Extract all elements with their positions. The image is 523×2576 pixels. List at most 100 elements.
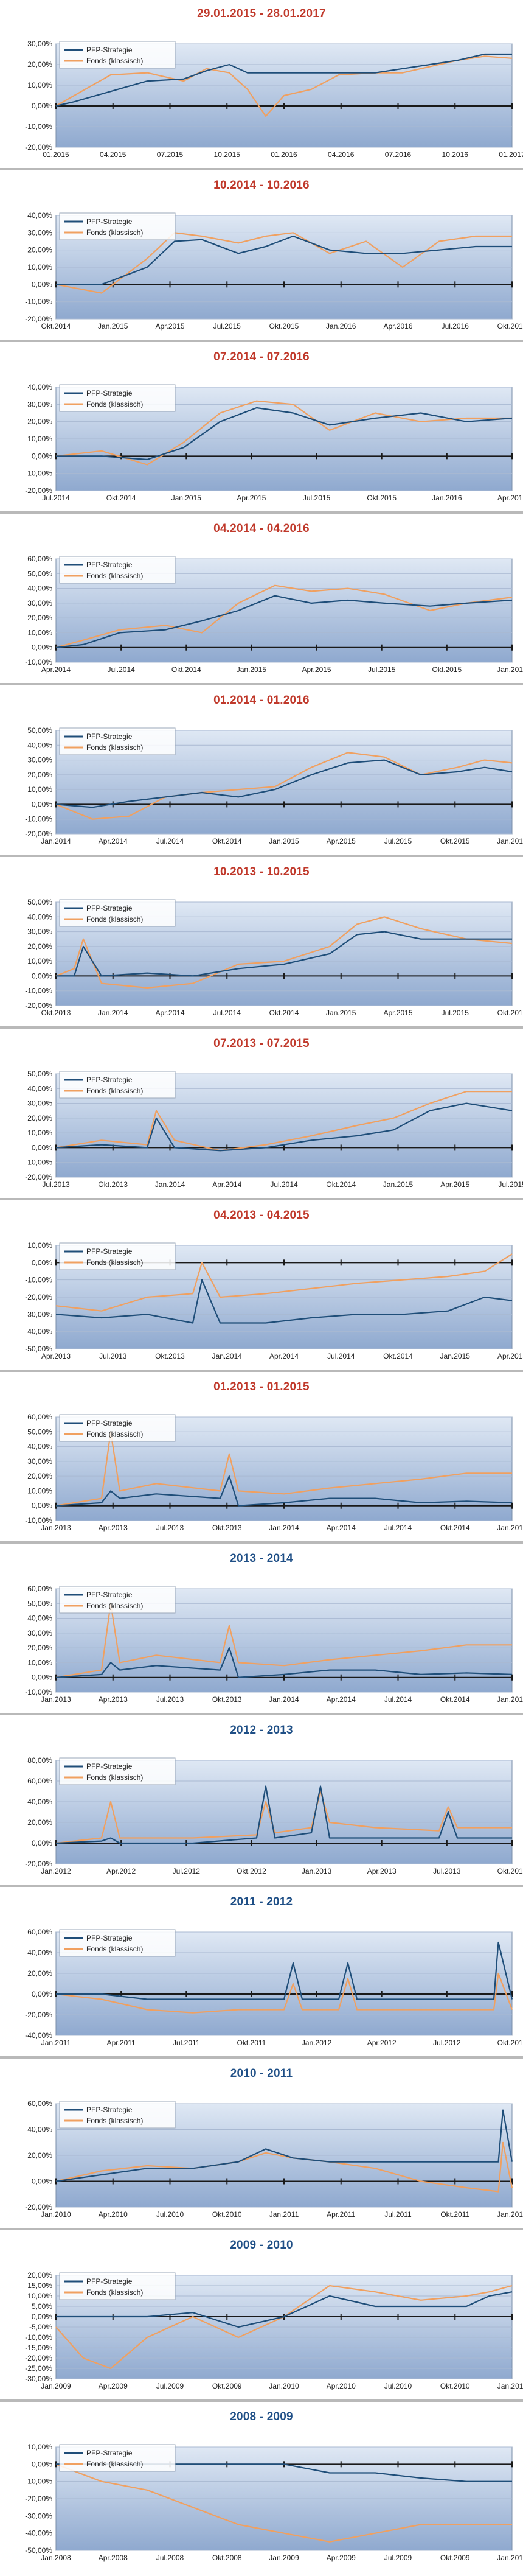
x-tick-label: Jan.2015 bbox=[171, 494, 202, 502]
y-tick-label: -10,00% bbox=[25, 1158, 52, 1167]
x-tick-label: Apr.2013 bbox=[99, 1524, 128, 1532]
line-chart: 20,00%15,00% 10,00% 5,00%0,00% -5,00% -10,00… bbox=[25, 2271, 523, 2390]
x-tick-label: Jan.2015 bbox=[497, 1524, 523, 1532]
legend-label-fund: Fonds (klassisch) bbox=[86, 57, 143, 65]
chart-title: 2009 - 2010 bbox=[230, 2239, 293, 2252]
legend bbox=[59, 41, 176, 69]
x-tick-label: Apr.2013 bbox=[41, 1352, 71, 1360]
legend bbox=[59, 2101, 176, 2129]
legend-label-fund: Fonds (klassisch) bbox=[86, 400, 143, 408]
section-separator bbox=[0, 1541, 523, 1544]
y-tick-label: 20,00% bbox=[27, 1969, 52, 1978]
legend-label-fund: Fonds (klassisch) bbox=[86, 2288, 143, 2297]
legend bbox=[59, 2444, 176, 2472]
y-tick-label: 0,00% bbox=[32, 2460, 52, 2468]
y-tick-label: 60,00% bbox=[27, 1777, 52, 1785]
x-tick-label: Jan.2016 bbox=[326, 322, 356, 331]
chart-title: 2013 - 2014 bbox=[230, 1552, 293, 1565]
series-line-strategy bbox=[56, 1941, 513, 2000]
x-tick-label: Apr.2016 bbox=[497, 494, 523, 502]
line-chart: 40,00% 30,00% 20,00% 10,00% 0,00% -10,00% -20,… bbox=[25, 211, 523, 331]
chart-title: 29.01.2015 - 28.01.2017 bbox=[197, 7, 326, 20]
x-tick-label: Apr.2013 bbox=[367, 1867, 397, 1875]
y-tick-label: 40,00% bbox=[27, 1614, 52, 1623]
chart-panel: 07.2013 - 07.2015 50,00% 40,00% 30,00% 20,00… bbox=[0, 1030, 523, 1202]
y-tick-label: -10,00% bbox=[25, 815, 52, 824]
section-separator bbox=[0, 683, 523, 685]
x-tick-label: Apr.2015 bbox=[327, 837, 356, 845]
x-tick-label: Jul.2014 bbox=[213, 1009, 241, 1017]
y-tick-label: 0,00% bbox=[32, 102, 52, 110]
y-tick-label: 0,00% bbox=[32, 2312, 52, 2321]
x-tick-label: Jul.2015 bbox=[303, 494, 331, 502]
y-tick-label: -10,00% bbox=[25, 469, 52, 478]
y-tick-label: -10,00% bbox=[25, 298, 52, 306]
x-tick-label: Jul.2014 bbox=[270, 1180, 298, 1189]
line-chart: 60,00% 50,00% 40,00% 30,00% 20,00% 10,00% 0,00… bbox=[25, 1584, 523, 1704]
legend bbox=[59, 1586, 176, 1614]
x-tick-label: Jan.2008 bbox=[41, 2553, 71, 2562]
y-tick-label: -10,00% bbox=[25, 1516, 52, 1525]
line-chart: 30,00%20,00%10,00%0,00%-10,00%-20,00%01.… bbox=[25, 40, 523, 159]
legend-label-strategy: PFP-Strategie bbox=[86, 2277, 133, 2286]
x-tick-label: 07.2016 bbox=[385, 150, 412, 159]
y-tick-label: 10,00% bbox=[27, 628, 52, 637]
series-line-strategy bbox=[55, 595, 513, 648]
y-tick-label: 10,00% bbox=[27, 2292, 52, 2300]
x-tick-label: Okt.2014 bbox=[106, 494, 136, 502]
x-tick-label: Okt.2013 bbox=[98, 1180, 128, 1189]
section-separator bbox=[0, 340, 523, 342]
x-tick-label: Okt.2009 bbox=[212, 2382, 242, 2390]
y-tick-label: 40,00% bbox=[27, 584, 52, 593]
y-tick-label: -20,00% bbox=[25, 143, 52, 152]
x-tick-label: Okt.2014 bbox=[326, 1180, 356, 1189]
chart-panel: 01.2014 - 01.2016 50,00% 40,00% 30,00% 20,00… bbox=[0, 687, 523, 858]
x-tick-label: Okt.2015 bbox=[367, 494, 397, 502]
chart-panel: 2008 - 2009 10,00% 0,00% -10,00% -20,00% -30,… bbox=[0, 2403, 523, 2575]
legend bbox=[59, 1071, 176, 1099]
legend bbox=[59, 2272, 176, 2300]
x-tick-label: Jan.2012 bbox=[497, 2210, 523, 2219]
x-tick-label: Jul.2013 bbox=[156, 1524, 184, 1532]
line-chart: 80,00%60,00%40,00%20,00%0,00%-20,00%Jan.… bbox=[25, 1756, 523, 1875]
x-tick-label: Jan.2015 bbox=[383, 1180, 414, 1189]
legend-label-fund: Fonds (klassisch) bbox=[86, 228, 143, 237]
x-tick-label: Apr.2009 bbox=[99, 2382, 128, 2390]
x-tick-label: 01.2016 bbox=[271, 150, 297, 159]
y-tick-label: -20,00% bbox=[25, 486, 52, 495]
x-tick-label: Jan.2016 bbox=[497, 665, 523, 674]
x-tick-label: Jul.2013 bbox=[433, 1867, 461, 1875]
x-tick-label: Jul.2013 bbox=[99, 1352, 127, 1360]
y-tick-label: 30,00% bbox=[27, 1457, 52, 1466]
x-tick-label: Apr.2014 bbox=[269, 1352, 299, 1360]
line-chart: 60,00% 50,00% 40,00% 30,00% 20,00% 10,00% 0,00… bbox=[25, 555, 523, 674]
x-tick-label: Jan.2009 bbox=[269, 2553, 299, 2562]
x-tick-label: Okt.2010 bbox=[440, 2382, 470, 2390]
legend bbox=[59, 899, 176, 927]
y-tick-label: 15,00% bbox=[27, 2281, 52, 2290]
y-tick-label: 60,00% bbox=[27, 1584, 52, 1593]
x-tick-label: Jan.2011 bbox=[269, 2210, 299, 2219]
series-line-fund bbox=[55, 916, 513, 989]
section-separator bbox=[0, 2056, 523, 2059]
series-line-fund bbox=[55, 232, 512, 294]
chart-title: 04.2013 - 04.2015 bbox=[213, 1209, 310, 1222]
x-tick-label: Okt.2014 bbox=[269, 1009, 299, 1017]
legend bbox=[59, 556, 176, 584]
series-line-strategy bbox=[55, 1647, 513, 1678]
y-tick-label: 80,00% bbox=[27, 1756, 52, 1765]
x-tick-label: Apr.2014 bbox=[327, 1524, 356, 1532]
x-tick-label: Jul.2015 bbox=[368, 665, 396, 674]
x-tick-label: Jul.2015 bbox=[442, 1009, 469, 1017]
line-chart: 50,00% 40,00% 30,00% 20,00% 10,00% 0,00% -10,0… bbox=[25, 1069, 523, 1189]
legend-label-fund: Fonds (klassisch) bbox=[86, 2460, 143, 2468]
x-tick-label: Apr.2015 bbox=[302, 665, 331, 674]
series-line-fund bbox=[55, 55, 513, 117]
x-tick-label: Jan.2015 bbox=[497, 1695, 523, 1704]
x-tick-label: Okt.2013 bbox=[155, 1352, 185, 1360]
chart-panel: 2012 - 2013 80,00% 60,00% 40,00% 20,00% 0,00%… bbox=[0, 1717, 523, 1888]
x-tick-label: Jan.2015 bbox=[237, 665, 267, 674]
y-tick-label: -20,00% bbox=[25, 2494, 52, 2503]
series-line-fund bbox=[55, 752, 513, 820]
y-tick-label: 20,00% bbox=[27, 246, 52, 254]
